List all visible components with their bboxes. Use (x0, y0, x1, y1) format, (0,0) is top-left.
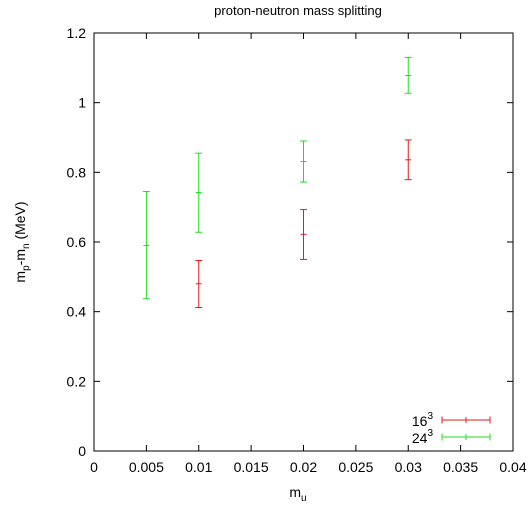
data-point (195, 259, 203, 308)
legend-label: 243 (412, 428, 434, 446)
data-point (300, 209, 307, 260)
legend-label: 163 (412, 411, 434, 429)
x-tick-label: 0.01 (185, 459, 212, 475)
data-point (142, 190, 150, 300)
y-tick-label: 0.8 (67, 164, 87, 180)
legend-symbol (441, 416, 491, 424)
x-tick-label: 0.005 (129, 459, 164, 475)
data-point (300, 140, 307, 183)
data-point (404, 139, 412, 181)
x-axis-label: mu (289, 484, 306, 504)
x-tick-label: 0.02 (290, 459, 317, 475)
x-axis: 0 0.005 0.01 0.015 0.02 0.025 0.03 0.035 0.04 (90, 33, 527, 475)
y-tick-label: 1.2 (67, 25, 87, 41)
y-tick-label: 0.6 (67, 234, 87, 250)
x-tick-label: 0 (90, 459, 98, 475)
y-tick-label: 0 (78, 443, 86, 459)
y-tick-label: 1 (78, 95, 86, 111)
legend-entry-16cubed: 163 (412, 411, 491, 429)
y-axis: 0 0.2 0.4 0.6 0.8 1 1.2 (67, 25, 513, 459)
y-tick-label: 0.2 (67, 373, 87, 389)
x-tick-label: 0.035 (443, 459, 478, 475)
x-tick-label: 0.025 (338, 459, 373, 475)
y-axis-label: mp-mn (MeV) (12, 201, 32, 282)
x-tick-label: 0.015 (234, 459, 269, 475)
data-point (404, 56, 412, 94)
plot-area (142, 56, 412, 308)
legend-symbol (441, 433, 491, 441)
x-tick-label: 0.03 (395, 459, 422, 475)
data-point (195, 152, 203, 233)
series-16-3 (195, 139, 412, 308)
chart-title: proton-neutron mass splitting (214, 3, 382, 18)
legend: 163 243 (412, 411, 491, 446)
y-tick-label: 0.4 (67, 304, 87, 320)
x-tick-label: 0.04 (499, 459, 526, 475)
series-24-3 (142, 56, 412, 300)
legend-entry-24cubed: 243 (412, 428, 491, 446)
